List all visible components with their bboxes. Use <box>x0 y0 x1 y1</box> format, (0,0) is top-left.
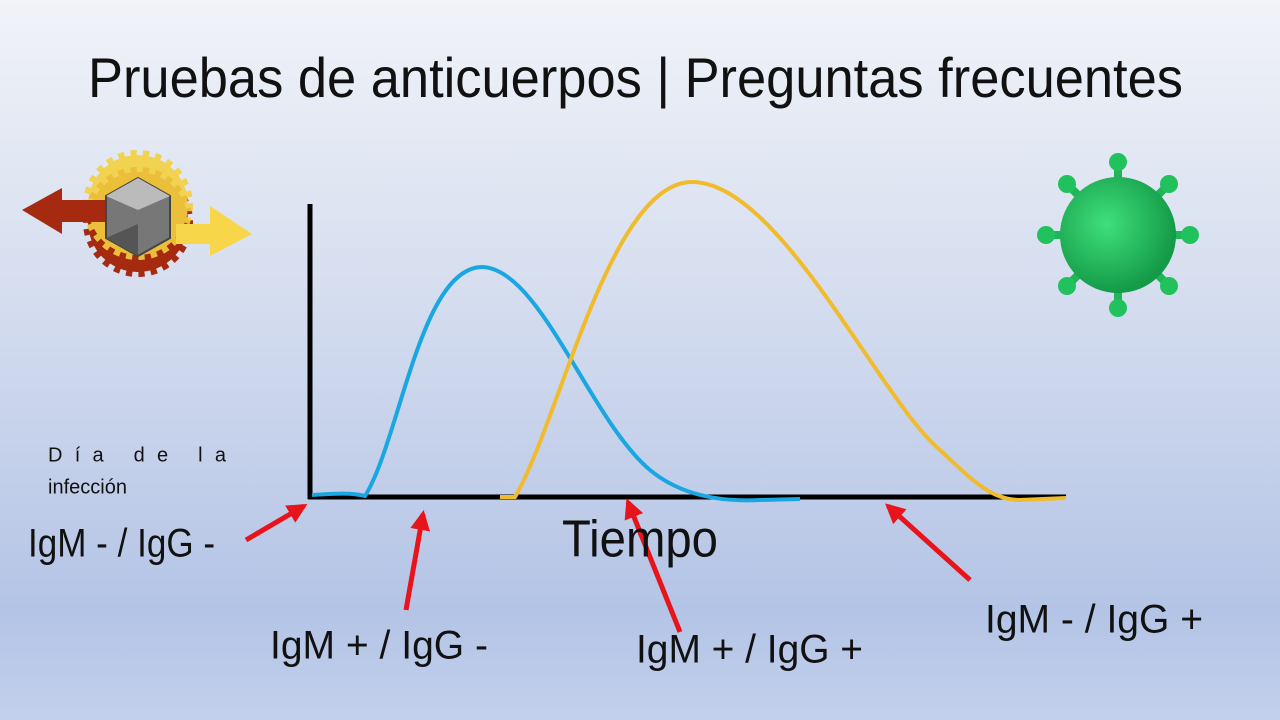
start-label: infección <box>48 476 127 498</box>
stage-label: IgM - / IgG + <box>985 598 1203 642</box>
virus-icon <box>1037 153 1199 317</box>
igg-curve <box>500 179 1067 503</box>
arrow <box>624 498 683 633</box>
arrow <box>885 503 972 582</box>
stage-label: IgM - / IgG - <box>28 522 215 566</box>
stage-label: IgM + / IgG - <box>270 624 488 668</box>
arrow <box>244 503 308 543</box>
title: Pruebas de anticuerpos | Preguntas frecu… <box>88 46 1183 109</box>
arrow <box>403 510 431 611</box>
axis-label: Tiempo <box>562 511 718 569</box>
start-label: Día de la <box>48 444 227 466</box>
stage-label: IgM + / IgG + <box>636 628 863 672</box>
igm-curve <box>311 264 801 503</box>
gear-icon <box>22 150 252 277</box>
